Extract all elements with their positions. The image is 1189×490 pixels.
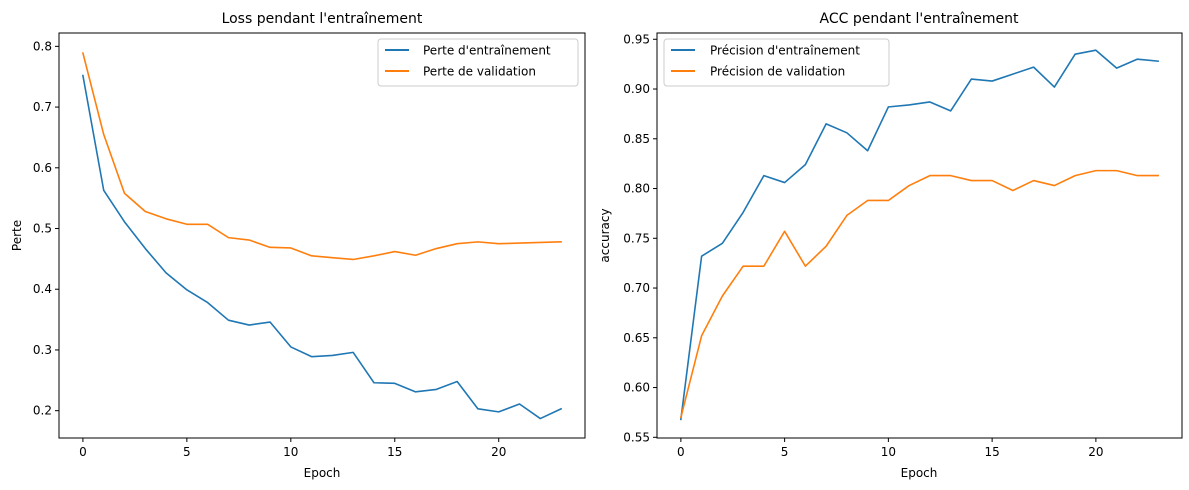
acc-ytick-label: 0.55 [623,430,650,444]
loss-legend-box [377,38,579,87]
loss-lines [81,52,563,420]
loss-xlabel: Epoch [304,466,341,480]
acc-xtick-label: 20 [1088,445,1103,459]
acc-xtick-label: 15 [984,445,999,459]
loss-ytick-label: 0.6 [33,161,52,175]
acc-ytick-label: 0.90 [623,82,650,96]
acc-xlabel: Epoch [901,466,938,480]
loss-xtick-label: 20 [491,445,506,459]
loss-ytick-label: 0.4 [33,282,52,296]
acc-plot: ACC pendant l'entraînement 0 5 10 15 200.550… [598,11,1183,480]
loss-ytick-label: 0.8 [33,39,52,53]
acc-legend-label-val: Précision de validation [710,65,845,79]
loss-ylabel: Perte [10,220,24,251]
loss-xtick-label: 5 [183,445,191,459]
acc-ytick-label: 0.85 [623,132,650,146]
loss-xtick-label: 0 [79,445,87,459]
acc-legend-label-train: Précision d'entraînement [710,44,860,58]
acc-ytick-label: 0.75 [623,231,650,245]
loss-plot: Loss pendant l'entraînement 0 5 10 15 200.20… [10,11,586,480]
acc-title: ACC pendant l'entraînement [819,11,1019,27]
loss-legend-label-val: Perte de validation [423,65,536,79]
loss-ytick-label: 0.3 [33,343,52,357]
loss-xtick-label: 15 [387,445,402,459]
acc-axes-frame [656,32,1183,439]
loss-ytick-label: 0.2 [33,404,52,418]
loss-ytick-label: 0.7 [33,100,52,114]
loss-series-val-line [81,52,562,261]
loss-xtick-label: 10 [283,445,298,459]
acc-series-val-line [679,169,1159,419]
loss-axes-frame [58,32,586,439]
acc-legend: Précision d'entraînement Précision de va… [663,38,890,87]
acc-ytick-label: 0.65 [623,331,650,345]
acc-series-train-line [679,49,1160,421]
acc-ytick-label: 0.70 [623,281,650,295]
loss-legend-label-train: Perte d'entraînement [423,44,551,58]
loss-title: Loss pendant l'entraînement [222,11,423,27]
acc-legend-box [663,38,890,87]
acc-ytick-label: 0.95 [623,32,650,46]
acc-ytick-label: 0.80 [623,182,650,196]
loss-series-train-line [81,74,563,420]
acc-ytick-label: 0.60 [623,381,650,395]
loss-grid-layer: 0 5 10 15 20 0.2 0.3 0.4 0.5 0.6 0.7 0.8 [33,39,506,459]
acc-grid-layer: 0 5 10 15 20 0.55 0.60 0.65 0.70 0.75 0.80 0.85 0.90… [623,32,1103,459]
acc-xtick-label: 0 [677,445,685,459]
acc-ylabel: accuracy [598,208,612,262]
loss-ytick-label: 0.5 [33,222,52,236]
acc-xtick-label: 10 [881,445,896,459]
acc-lines [679,49,1160,421]
acc-xtick-label: 5 [781,445,789,459]
loss-legend: Perte d'entraînement Perte de validation [377,38,579,87]
